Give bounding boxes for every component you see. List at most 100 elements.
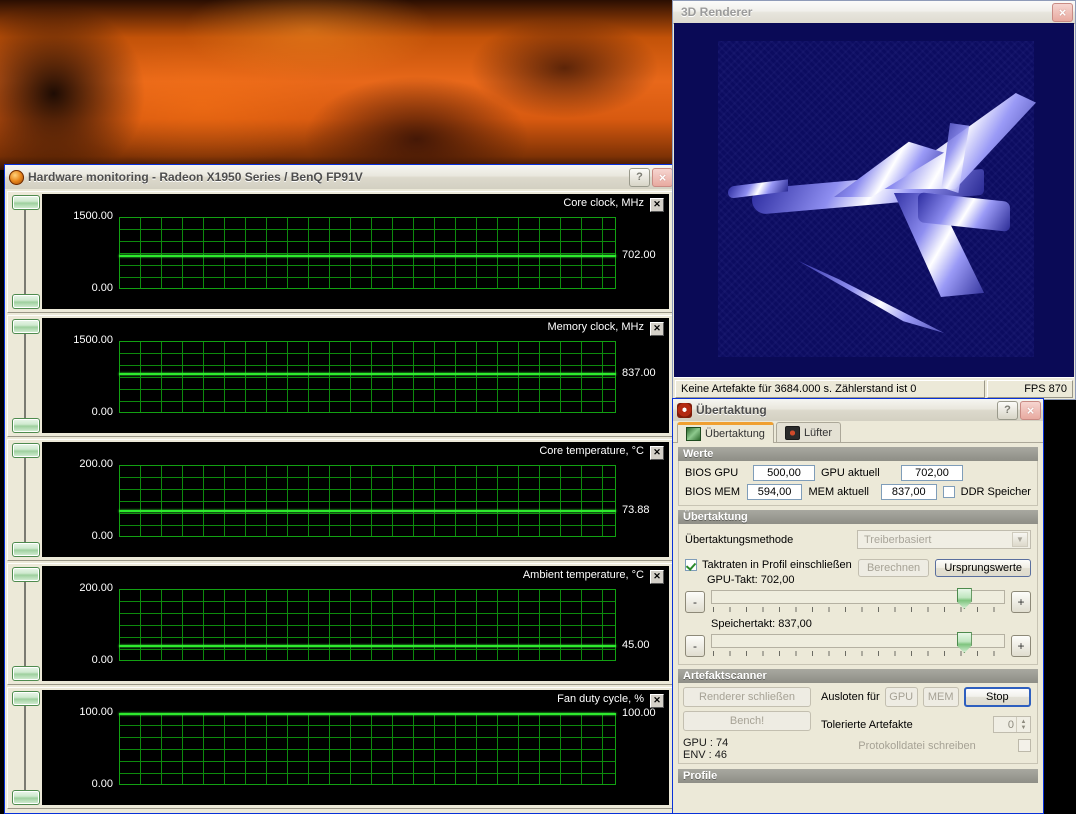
uebertaktung-header: Übertaktung bbox=[678, 510, 1038, 524]
graph-slider-thumb-max[interactable] bbox=[12, 195, 40, 210]
bench-button[interactable]: Bench! bbox=[683, 711, 811, 731]
graph-close-icon[interactable]: ✕ bbox=[650, 694, 664, 708]
help-button[interactable]: ? bbox=[629, 167, 650, 187]
profile-include-checkbox[interactable] bbox=[685, 559, 697, 571]
renderer-titlebar[interactable]: 3D Renderer × bbox=[673, 1, 1075, 24]
gpu-slider-plus-button[interactable]: + bbox=[1011, 591, 1031, 613]
tab-uebertaktung[interactable]: Übertaktung bbox=[677, 422, 774, 443]
graph-close-icon[interactable]: ✕ bbox=[650, 446, 664, 460]
method-select[interactable]: Treiberbasiert ▼ bbox=[857, 530, 1031, 549]
graph-range-slider[interactable] bbox=[8, 688, 42, 808]
close-button[interactable]: × bbox=[652, 167, 673, 187]
graph-slider-thumb-max[interactable] bbox=[12, 567, 40, 582]
graph-range-slider[interactable] bbox=[8, 192, 42, 312]
graph-canvas[interactable]: Core clock, MHz ✕ 1500.00 0.00 702.00 bbox=[42, 194, 669, 309]
graph-grid bbox=[119, 713, 616, 785]
spinner-arrows-icon[interactable]: ▲ ▼ bbox=[1016, 717, 1030, 732]
graph-trace: 100.00 bbox=[119, 707, 656, 719]
profile-include-label: Taktraten in Profil einschließen bbox=[702, 559, 852, 571]
ati-catalyst-icon bbox=[9, 169, 24, 185]
graph-close-icon[interactable]: ✕ bbox=[650, 322, 664, 336]
berechnen-button[interactable]: Berechnen bbox=[857, 559, 930, 577]
mem-clock-slider[interactable] bbox=[711, 632, 1005, 660]
graph-trace: 837.00 bbox=[119, 367, 656, 379]
graph-canvas[interactable]: Memory clock, MHz ✕ 1500.00 0.00 837.00 bbox=[42, 318, 669, 433]
graph-trace: 702.00 bbox=[119, 249, 656, 261]
mem-slider-row: - + bbox=[685, 632, 1031, 660]
mem-slider-ticks bbox=[713, 651, 1003, 656]
graph-slider-thumb-min[interactable] bbox=[12, 542, 40, 557]
gpu-slider-ticks bbox=[713, 607, 1003, 612]
overclock-tabstrip: Übertaktung Lüfter bbox=[673, 421, 1043, 443]
overclock-titlebar[interactable]: Übertaktung ? × bbox=[673, 399, 1043, 422]
tolerierte-artefakte-spinner[interactable]: 0 ▲ ▼ bbox=[993, 716, 1031, 733]
gpu-clock-slider[interactable] bbox=[711, 588, 1005, 616]
mem-aktuell-value[interactable]: 837,00 bbox=[880, 484, 937, 500]
ddr-speicher-label: DDR Speicher bbox=[960, 486, 1031, 498]
graph-axis-max: 1500.00 bbox=[73, 210, 113, 222]
ausloten-mem-button[interactable]: MEM bbox=[922, 687, 959, 707]
overclock-help-button[interactable]: ? bbox=[997, 400, 1018, 420]
bios-mem-label: BIOS MEM bbox=[685, 486, 741, 498]
gpu-slider-row: - + bbox=[685, 588, 1031, 616]
graph-plot: 837.00 bbox=[119, 341, 656, 413]
overclock-close-button[interactable]: × bbox=[1020, 400, 1041, 420]
graph-slider-thumb-min[interactable] bbox=[12, 294, 40, 309]
graph-range-slider[interactable] bbox=[8, 440, 42, 560]
renderer-statusbar: Keine Artefakte für 3684.000 s. Zählerst… bbox=[674, 377, 1074, 399]
graph-current-value: 45.00 bbox=[622, 638, 650, 651]
graph-close-icon[interactable]: ✕ bbox=[650, 198, 664, 212]
gpu-takt-label: GPU-Takt: 702,00 bbox=[707, 574, 795, 586]
stop-button[interactable]: Stop bbox=[963, 687, 1031, 707]
artefaktscanner-header: Artefaktscanner bbox=[678, 669, 1038, 683]
gpu-slider-minus-button[interactable]: - bbox=[685, 591, 705, 613]
graph-title: Core temperature, °C bbox=[539, 445, 644, 457]
mem-slider-minus-button[interactable]: - bbox=[685, 635, 705, 657]
graph-slider-thumb-max[interactable] bbox=[12, 691, 40, 706]
gpu-slider-thumb[interactable] bbox=[956, 588, 972, 609]
graph-row: Core temperature, °C ✕ 200.00 0.00 73.88 bbox=[7, 439, 673, 561]
mem-slider-plus-button[interactable]: + bbox=[1011, 635, 1031, 657]
graph-axis-min: 0.00 bbox=[91, 530, 113, 542]
ursprungswerte-button[interactable]: Ursprungswerte bbox=[935, 559, 1031, 577]
graph-axis-max: 100.00 bbox=[79, 706, 113, 718]
renderer-schliessen-button[interactable]: Renderer schließen bbox=[683, 687, 811, 707]
graph-range-slider[interactable] bbox=[8, 316, 42, 436]
graph-grid bbox=[119, 341, 616, 413]
graph-canvas[interactable]: Core temperature, °C ✕ 200.00 0.00 73.88 bbox=[42, 442, 669, 557]
method-label: Übertaktungsmethode bbox=[685, 533, 794, 546]
protokolldatei-checkbox[interactable] bbox=[1018, 739, 1031, 752]
renderer-close-button[interactable]: × bbox=[1052, 2, 1073, 22]
renderer-title: 3D Renderer bbox=[681, 5, 753, 19]
hwmon-titlebar[interactable]: Hardware monitoring - Radeon X1950 Serie… bbox=[5, 165, 675, 190]
profile-group: Profile bbox=[678, 769, 1038, 783]
close-icon: × bbox=[658, 169, 667, 185]
gpu-aktuell-value[interactable]: 702,00 bbox=[901, 465, 963, 481]
graph-axis-min: 0.00 bbox=[91, 406, 113, 418]
hardware-monitoring-window: Hardware monitoring - Radeon X1950 Serie… bbox=[4, 164, 676, 814]
bios-mem-value[interactable]: 594,00 bbox=[746, 484, 803, 500]
graph-slider-thumb-max[interactable] bbox=[12, 319, 40, 334]
graph-slider-thumb-max[interactable] bbox=[12, 443, 40, 458]
tab-luefter[interactable]: Lüfter bbox=[775, 422, 842, 442]
ausloten-gpu-button[interactable]: GPU bbox=[884, 687, 918, 707]
bios-gpu-label: BIOS GPU bbox=[685, 467, 739, 479]
graph-plot: 100.00 bbox=[119, 707, 656, 785]
graph-range-slider[interactable] bbox=[8, 564, 42, 684]
graph-slider-thumb-min[interactable] bbox=[12, 790, 40, 805]
graph-canvas[interactable]: Ambient temperature, °C ✕ 200.00 0.00 45.00 bbox=[42, 566, 669, 681]
graph-row: Ambient temperature, °C ✕ 200.00 0.00 45.00 bbox=[7, 563, 673, 685]
graph-title: Ambient temperature, °C bbox=[522, 569, 644, 581]
graph-trace: 45.00 bbox=[119, 639, 650, 651]
ddr-speicher-checkbox[interactable] bbox=[942, 486, 955, 498]
renderer-viewport[interactable] bbox=[674, 23, 1074, 377]
graph-row: Fan duty cycle, % ✕ 100.00 0.00 100.00 bbox=[7, 687, 673, 809]
graph-row: Memory clock, MHz ✕ 1500.00 0.00 837.00 bbox=[7, 315, 673, 437]
graph-canvas[interactable]: Fan duty cycle, % ✕ 100.00 0.00 100.00 bbox=[42, 690, 669, 805]
graph-slider-thumb-min[interactable] bbox=[12, 418, 40, 433]
renderer-window: 3D Renderer × Keine Artefakte für 3684.0… bbox=[672, 0, 1076, 400]
bios-gpu-value[interactable]: 500,00 bbox=[753, 465, 815, 481]
graph-slider-thumb-min[interactable] bbox=[12, 666, 40, 681]
mem-slider-thumb[interactable] bbox=[956, 632, 972, 653]
graph-close-icon[interactable]: ✕ bbox=[650, 570, 664, 584]
